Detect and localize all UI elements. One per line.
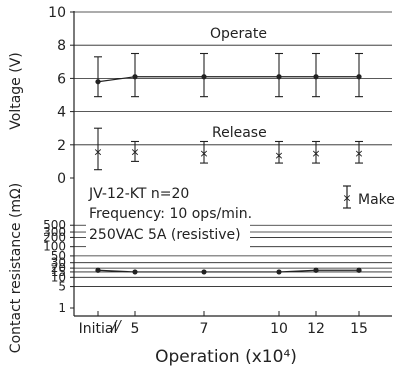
- y-tick-label-voltage: 6: [57, 71, 66, 87]
- point-resistance: [95, 267, 101, 273]
- point-operate: [356, 74, 362, 80]
- series-label-operate: Operate: [210, 26, 267, 42]
- point-resistance: [356, 267, 362, 273]
- legend-x-marker-icon: ×: [342, 192, 351, 205]
- point-release: ×: [311, 147, 320, 160]
- point-resistance: [132, 269, 138, 275]
- point-release: ×: [274, 149, 283, 162]
- y-tick-label-resistance: 100: [43, 240, 66, 254]
- axes: [70, 11, 392, 317]
- series-line-operate: [97, 76, 359, 83]
- annotation-model: JV-12-KT n=20: [88, 186, 189, 202]
- y-tick-label-resistance: 15: [51, 265, 66, 279]
- label-background: [208, 26, 269, 42]
- annotation-load: 250VAC 5A (resistive): [89, 227, 241, 243]
- y-axis-label-voltage: Voltage (V): [8, 52, 24, 129]
- y-tick-label-voltage: 4: [57, 105, 66, 121]
- y-tick-label-voltage: 10: [48, 5, 66, 21]
- y-tick-label-resistance: 50: [51, 249, 66, 263]
- x-tick-label: 5: [131, 321, 140, 337]
- x-axis-label: Operation (x10⁴): [155, 347, 297, 367]
- series-label-release: Release: [212, 125, 267, 141]
- x-tick-label: 10: [270, 321, 288, 337]
- y-tick-label-resistance: 200: [43, 230, 66, 244]
- y-tick-label-resistance: 1: [58, 301, 66, 315]
- data-marks: × × × × × ×: [93, 52, 364, 275]
- point-resistance: [276, 269, 282, 275]
- y-tick-label-resistance: 5: [58, 280, 66, 294]
- point-release: ×: [354, 147, 363, 160]
- point-operate: [95, 79, 101, 85]
- annotation-frequency: Frequency: 10 ops/min.: [89, 206, 252, 222]
- point-operate: [276, 74, 282, 80]
- y-tick-label-resistance: 500: [43, 218, 66, 232]
- y-tick-label-resistance: 10: [51, 270, 66, 284]
- y-tick-label-voltage: 0: [57, 171, 66, 187]
- grid: [74, 11, 392, 287]
- y-tick-label-resistance: 30: [51, 256, 66, 270]
- series-line-resistance: [97, 269, 359, 273]
- point-operate: [313, 74, 319, 80]
- y-tick-label-voltage: 8: [57, 38, 66, 54]
- y-tick-label-voltage: 2: [57, 138, 66, 154]
- x-tick-label: 12: [307, 321, 325, 337]
- x-tick-label: 15: [350, 321, 368, 337]
- point-resistance: [201, 269, 207, 275]
- x-axis-break-mark: //: [111, 319, 122, 334]
- y-axis-label-contact-resistance: Contact resistance (mΩ): [8, 183, 24, 353]
- point-resistance: [313, 267, 319, 273]
- x-tick-label: Initial: [79, 321, 118, 337]
- point-release: ×: [93, 145, 102, 158]
- point-operate: [201, 74, 207, 80]
- y-tick-label-resistance: 300: [43, 225, 66, 239]
- x-tick-label: 7: [200, 321, 209, 337]
- legend-label: Make: [358, 192, 395, 208]
- label-background: [210, 125, 269, 141]
- point-release: ×: [199, 147, 208, 160]
- point-operate: [132, 74, 138, 80]
- y-tick-label-resistance: 20: [51, 261, 66, 275]
- legend: × Make: [342, 185, 395, 209]
- point-release: ×: [130, 145, 139, 158]
